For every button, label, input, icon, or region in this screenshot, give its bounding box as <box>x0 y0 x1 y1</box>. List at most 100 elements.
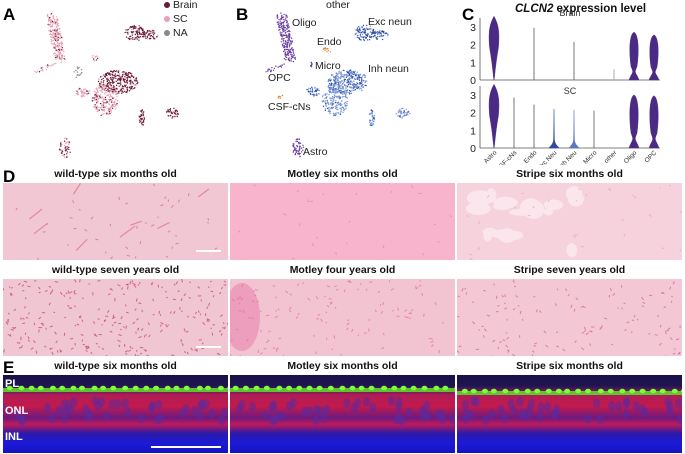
cell-speck <box>49 291 53 295</box>
cell-speck <box>210 327 213 329</box>
cell-speck <box>67 304 70 308</box>
cell-speck <box>74 305 76 308</box>
green-cone-signal <box>143 385 150 391</box>
umap-point <box>130 35 132 38</box>
umap-point <box>371 110 374 112</box>
green-cone-signal <box>555 388 562 394</box>
cell-speck <box>42 231 46 233</box>
cell-speck <box>20 336 22 341</box>
cell-speck <box>64 316 67 319</box>
umap-point <box>288 26 290 28</box>
umap-point <box>109 112 111 115</box>
green-cone-signal <box>524 388 531 394</box>
legend-swatch <box>164 2 170 8</box>
umap-point <box>328 80 330 82</box>
umap-point <box>114 70 117 73</box>
umap-point <box>126 90 129 92</box>
umap-point <box>342 69 344 72</box>
umap-point <box>97 98 100 100</box>
cell-speck <box>214 247 218 250</box>
nucleus <box>664 397 672 408</box>
umap-point <box>292 151 294 153</box>
umap-point <box>115 87 118 90</box>
umap-point <box>343 102 346 105</box>
umap-point <box>95 59 98 61</box>
cell-speck <box>641 296 644 301</box>
umap-point <box>103 98 105 101</box>
nucleus <box>220 407 228 418</box>
umap-point <box>66 156 68 158</box>
cell-speck <box>222 322 225 325</box>
y-tick-label: 3 <box>470 22 476 34</box>
nucleus <box>312 414 320 425</box>
umap-point <box>357 31 359 33</box>
umap-point <box>387 35 389 37</box>
cell-speck <box>124 350 129 353</box>
cell-speck <box>165 296 168 299</box>
x-tick-label: OPC <box>643 149 658 164</box>
cell-speck <box>121 287 124 290</box>
umap-point <box>55 20 58 23</box>
umap-point <box>136 30 139 32</box>
cell-speck <box>218 291 222 295</box>
umap-point <box>331 88 333 90</box>
cell-speck <box>307 297 311 301</box>
cell-speck <box>505 344 509 348</box>
he-histology-image <box>3 183 228 260</box>
umap-point <box>48 30 50 32</box>
cell-speck <box>118 196 120 201</box>
umap-point <box>55 46 57 48</box>
umap-point <box>60 142 62 145</box>
umap-point <box>56 37 58 39</box>
umap-point <box>338 83 340 85</box>
umap-point <box>352 73 354 76</box>
umap-point <box>285 53 287 56</box>
he-image-title: wild-type seven years old <box>51 264 180 276</box>
nucleus <box>98 397 106 408</box>
umap-point <box>55 39 57 42</box>
umap-point <box>293 148 296 150</box>
umap-point <box>112 97 114 100</box>
cell-speck <box>119 328 122 331</box>
cell-speck <box>418 192 422 194</box>
umap-point <box>102 77 104 80</box>
cell-speck <box>206 306 209 309</box>
cell-speck <box>187 193 190 197</box>
cell-speck <box>197 310 200 313</box>
cell-speck <box>30 347 34 350</box>
umap-point <box>399 111 401 113</box>
umap-point <box>122 91 124 93</box>
umap-point <box>61 36 63 39</box>
cell-speck <box>246 259 249 260</box>
green-cone-signal <box>296 385 303 391</box>
umap-point <box>101 78 103 81</box>
green-cone-signal <box>680 389 682 393</box>
umap-point <box>368 39 371 41</box>
umap-point <box>125 74 127 76</box>
umap-point <box>156 36 158 38</box>
umap-point <box>399 114 402 117</box>
umap-point <box>318 93 320 95</box>
umap-point <box>80 90 82 92</box>
umap-point <box>105 87 108 89</box>
cell-speck <box>138 336 142 339</box>
cell-speck <box>564 288 568 292</box>
green-cone-signal <box>650 388 657 394</box>
umap-point <box>117 85 120 88</box>
umap-point <box>104 89 107 92</box>
umap-point <box>76 66 79 68</box>
umap-point <box>143 30 145 33</box>
cell-speck <box>63 294 66 298</box>
umap-point <box>140 117 142 120</box>
cell-speck <box>504 294 507 298</box>
umap-point <box>132 81 134 83</box>
nucleus <box>274 410 282 421</box>
cell-speck <box>132 282 136 286</box>
cell-speck <box>49 347 51 351</box>
histology-texture <box>3 279 228 356</box>
umap-point <box>54 30 56 33</box>
umap-point <box>139 36 142 38</box>
umap-point <box>101 91 103 93</box>
umap-point <box>75 76 78 79</box>
cell-speck <box>157 284 159 288</box>
